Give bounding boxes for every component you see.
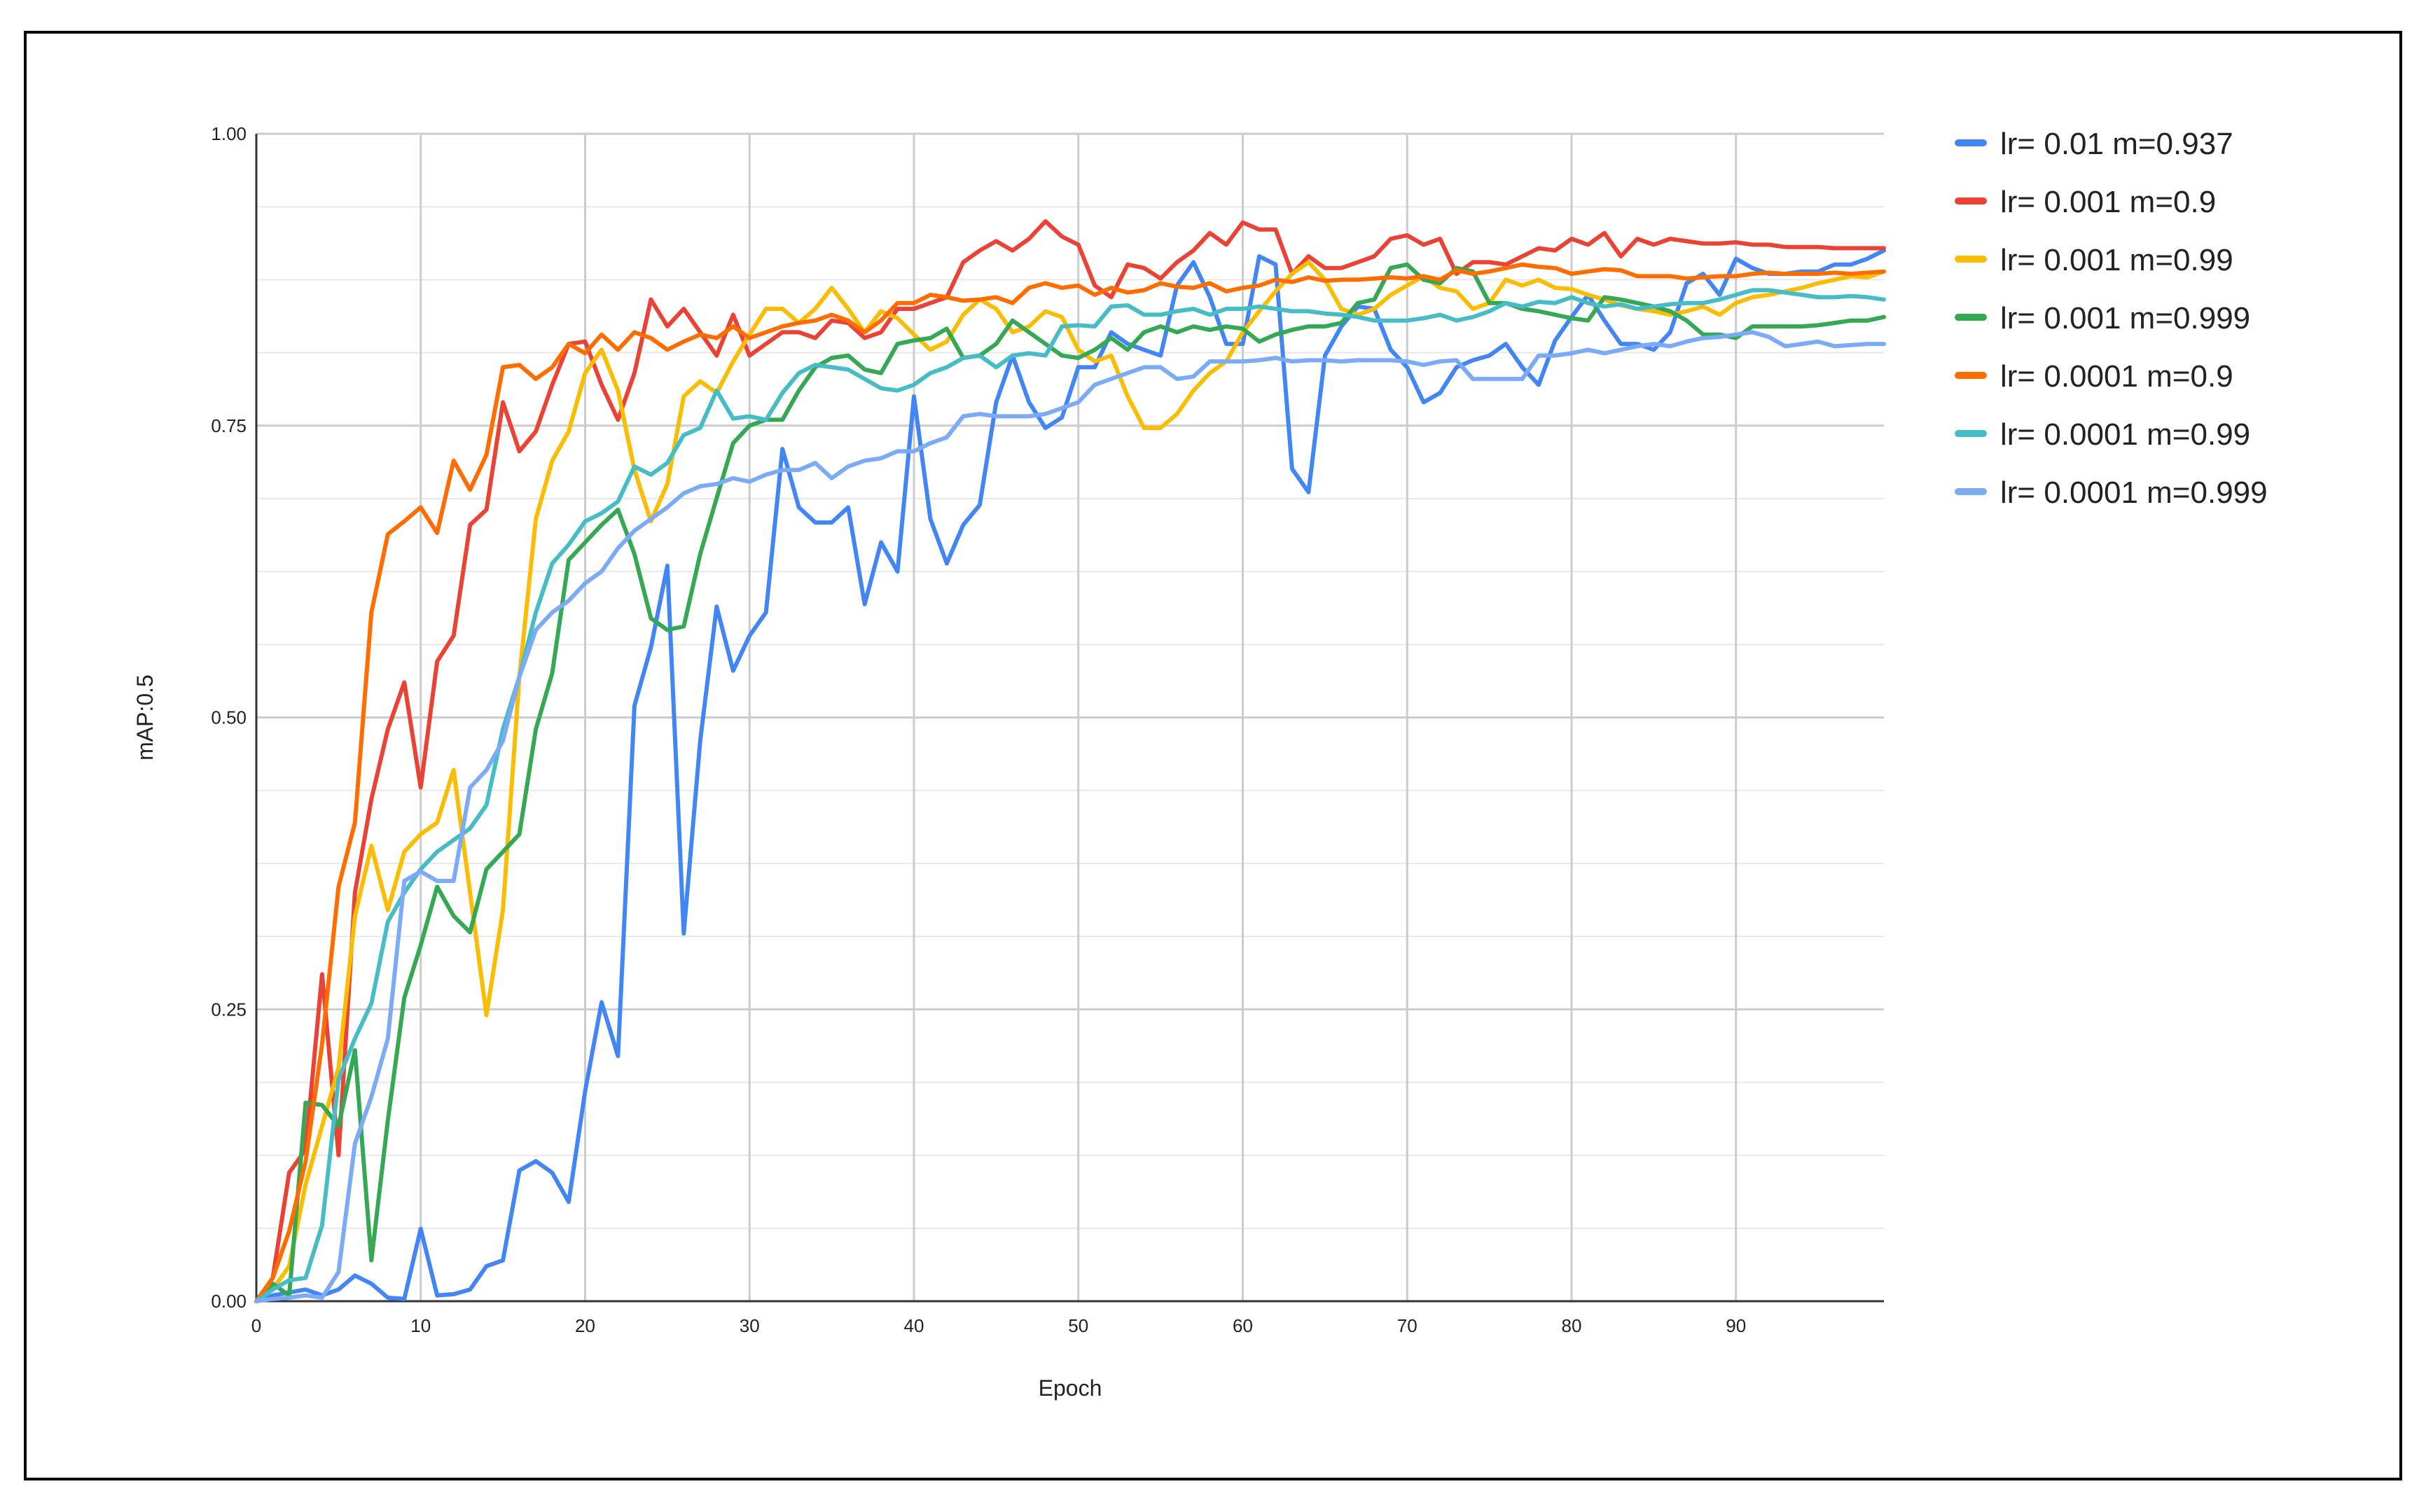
x-tick-label: 40	[904, 1315, 924, 1336]
series-line	[254, 219, 1886, 1303]
x-tick-label: 20	[575, 1315, 595, 1336]
series-line	[254, 260, 1886, 1303]
legend-label: lr= 0.01 m=0.937	[2000, 127, 2233, 161]
legend-label: lr= 0.001 m=0.9	[2000, 185, 2216, 219]
y-tick-label: 0.25	[211, 999, 247, 1020]
series-line	[254, 248, 1886, 1303]
x-tick-label: 90	[1726, 1315, 1746, 1336]
legend-label: lr= 0.0001 m=0.99	[2000, 417, 2250, 452]
x-tick-label: 80	[1562, 1315, 1582, 1336]
series-line	[254, 330, 1886, 1303]
series-line	[254, 262, 1886, 1303]
chart-frame: 0.00 0.25 0.50 0.75 1.00 0 10 20 30 40 50 60 70 80 90 …	[24, 31, 2402, 1480]
x-tick-label: 10	[410, 1315, 431, 1336]
y-tick-label: 0.75	[211, 415, 247, 436]
x-tick-label: 70	[1397, 1315, 1418, 1336]
x-tick-label: 30	[740, 1315, 760, 1336]
y-tick-label: 0.50	[211, 707, 247, 728]
legend-label: lr= 0.0001 m=0.9	[2000, 359, 2233, 394]
x-tick-label: 0	[251, 1315, 261, 1336]
y-axis-title: mAP:0.5	[132, 674, 158, 761]
series-lines	[254, 219, 1886, 1303]
legend-label: lr= 0.0001 m=0.999	[2000, 476, 2268, 510]
series-line	[254, 288, 1886, 1303]
series-line	[254, 262, 1886, 1303]
line-chart: 0.000.250.500.751.000 10 20 30 40 50 60 70 80 90 …	[132, 123, 2268, 1401]
y-tick-label: 0.00	[211, 1291, 247, 1312]
x-tick-label: 50	[1068, 1315, 1088, 1336]
legend: lr= 0.01 m=0.937 lr= 0.001 m=0.9 lr= 0.001…	[1955, 127, 2268, 510]
legend-label: lr= 0.001 m=0.999	[2000, 301, 2250, 335]
x-tick-label: 60	[1233, 1315, 1253, 1336]
legend-label: lr= 0.001 m=0.99	[2000, 243, 2233, 277]
y-tick-label: 1.00	[211, 123, 247, 144]
axes: 0.00 0.25 0.50 0.75 1.00 0 10 20 30 40 50 60 70 80 90	[211, 123, 1884, 1336]
x-axis-title: Epoch	[1039, 1375, 1102, 1401]
